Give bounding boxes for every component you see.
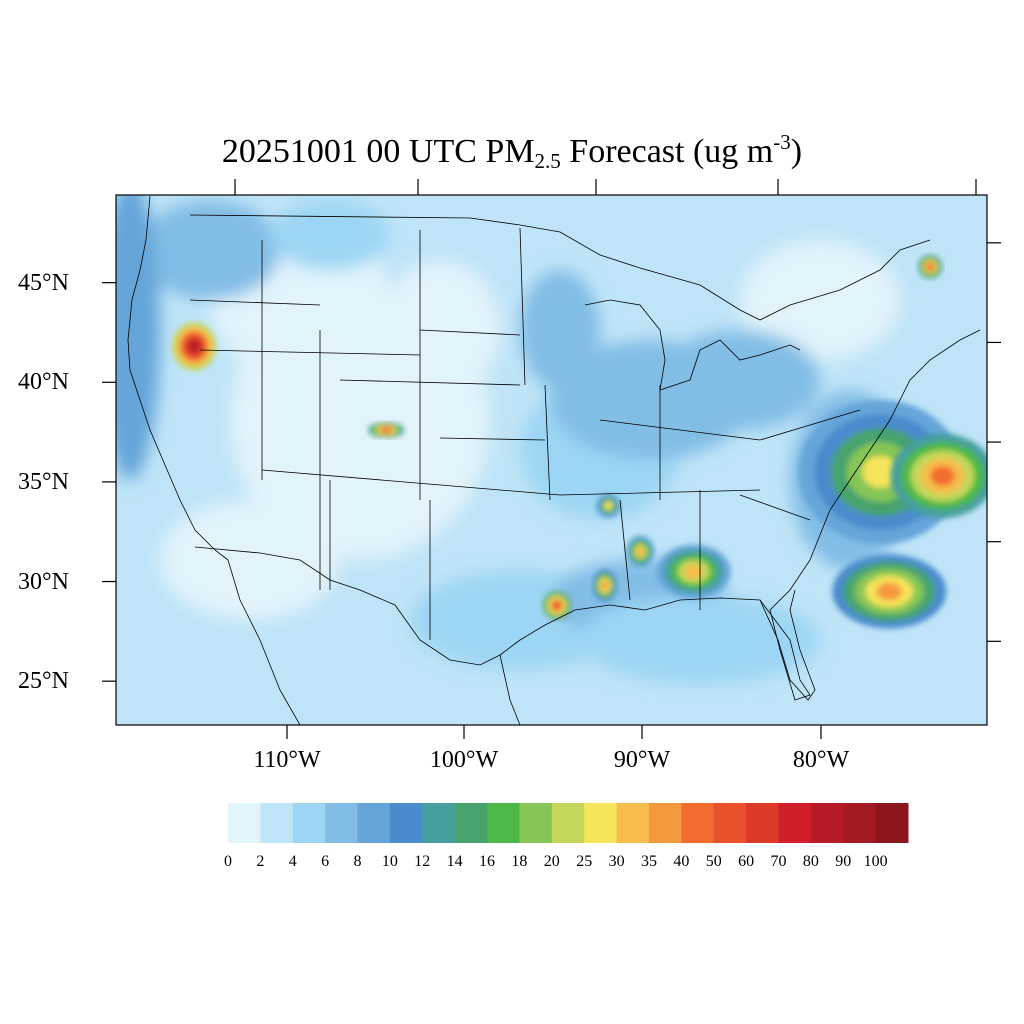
colorbar-swatch bbox=[810, 803, 844, 843]
colorbar-label: 25 bbox=[576, 853, 593, 870]
colorbar-label: 80 bbox=[802, 853, 819, 870]
colorbar-label: 4 bbox=[288, 853, 297, 870]
colorbar-swatch bbox=[454, 803, 488, 843]
smoke-plume bbox=[596, 493, 621, 518]
map-frame bbox=[115, 194, 988, 726]
colorbar-label: 18 bbox=[511, 853, 528, 870]
colorbar-label: 8 bbox=[353, 853, 362, 870]
colorbar-label: 60 bbox=[738, 853, 755, 870]
lon-tick-label: 90°W bbox=[613, 747, 671, 773]
colorbar-label: 30 bbox=[608, 853, 625, 870]
great-lakes bbox=[584, 299, 801, 391]
west-coastline bbox=[127, 195, 229, 561]
colorbar-label: 100 bbox=[863, 853, 888, 870]
colorbar-label: 14 bbox=[446, 853, 463, 870]
colorbar-swatch bbox=[292, 803, 326, 843]
colorbar-swatch bbox=[843, 803, 877, 843]
colorbar-label: 20 bbox=[543, 853, 560, 870]
smoke-plume bbox=[172, 322, 217, 371]
colorbar-label: 0 bbox=[224, 853, 232, 870]
smoke-plume bbox=[656, 544, 731, 599]
colorbar-label: 10 bbox=[381, 853, 398, 870]
colorbar-swatch bbox=[228, 803, 261, 843]
mexico-gulf-coast bbox=[499, 654, 521, 725]
florida bbox=[759, 589, 816, 701]
lat-tick-label: 40°N bbox=[18, 369, 69, 396]
colorbar-label: 50 bbox=[705, 853, 722, 870]
boundaries bbox=[127, 195, 981, 725]
smoke-plume bbox=[626, 535, 655, 568]
smoke-plume bbox=[368, 422, 405, 439]
canada-border bbox=[189, 214, 471, 219]
colorbar-swatch bbox=[325, 803, 359, 843]
lon-tick-label: 80°W bbox=[792, 747, 850, 773]
colorbar-swatch bbox=[551, 803, 585, 843]
smoke-plume bbox=[592, 569, 617, 602]
lat-tick-label: 30°N bbox=[18, 568, 69, 595]
colorbar-swatch bbox=[422, 803, 456, 843]
concentration-field bbox=[116, 195, 987, 725]
colorbar-swatch bbox=[746, 803, 779, 843]
colorbar-swatch bbox=[584, 803, 618, 843]
colorbar-swatch bbox=[778, 803, 812, 843]
colorbar-label: 90 bbox=[835, 853, 852, 870]
colorbar-label: 70 bbox=[770, 853, 787, 870]
lat-tick-label: 25°N bbox=[18, 668, 69, 695]
colorbar-label: 40 bbox=[673, 853, 690, 870]
smoke-plume bbox=[542, 591, 571, 620]
lon-tick-label: 110°W bbox=[253, 747, 321, 773]
baja-coast bbox=[227, 559, 301, 725]
colorbar-swatch bbox=[681, 803, 715, 843]
axis-ticks bbox=[102, 179, 1001, 739]
mexico-border bbox=[194, 546, 501, 666]
colorbar-label: 2 bbox=[256, 853, 265, 870]
colorbar-swatch bbox=[357, 803, 391, 843]
colorbar-swatch bbox=[260, 803, 294, 843]
smoke-plumes bbox=[172, 254, 987, 629]
colorbar-label: 35 bbox=[640, 853, 657, 870]
colorbar-swatch bbox=[519, 803, 553, 843]
colorbar-label: 6 bbox=[321, 853, 330, 870]
map-title: 20251001 00 UTC PM2.5 Forecast (ug m-3) bbox=[221, 130, 803, 173]
colorbar-swatch bbox=[616, 803, 650, 843]
smoke-plume bbox=[918, 254, 943, 279]
canada-border-east bbox=[469, 217, 931, 321]
lat-tick-label: 45°N bbox=[18, 269, 69, 296]
colorbar bbox=[228, 803, 909, 843]
colorbar-swatch bbox=[713, 803, 747, 843]
colorbar-swatch bbox=[648, 803, 682, 843]
lat-tick-label: 35°N bbox=[18, 468, 69, 495]
colorbar-label: 16 bbox=[479, 853, 496, 870]
gulf-coastline bbox=[499, 329, 981, 701]
colorbar-swatch bbox=[487, 803, 520, 843]
colorbar-swatch bbox=[875, 803, 909, 843]
colorbar-label: 12 bbox=[414, 853, 431, 870]
lon-tick-label: 100°W bbox=[429, 747, 499, 773]
smoke-plume bbox=[832, 554, 947, 629]
colorbar-swatch bbox=[389, 803, 423, 843]
smoke-plume bbox=[890, 433, 987, 518]
